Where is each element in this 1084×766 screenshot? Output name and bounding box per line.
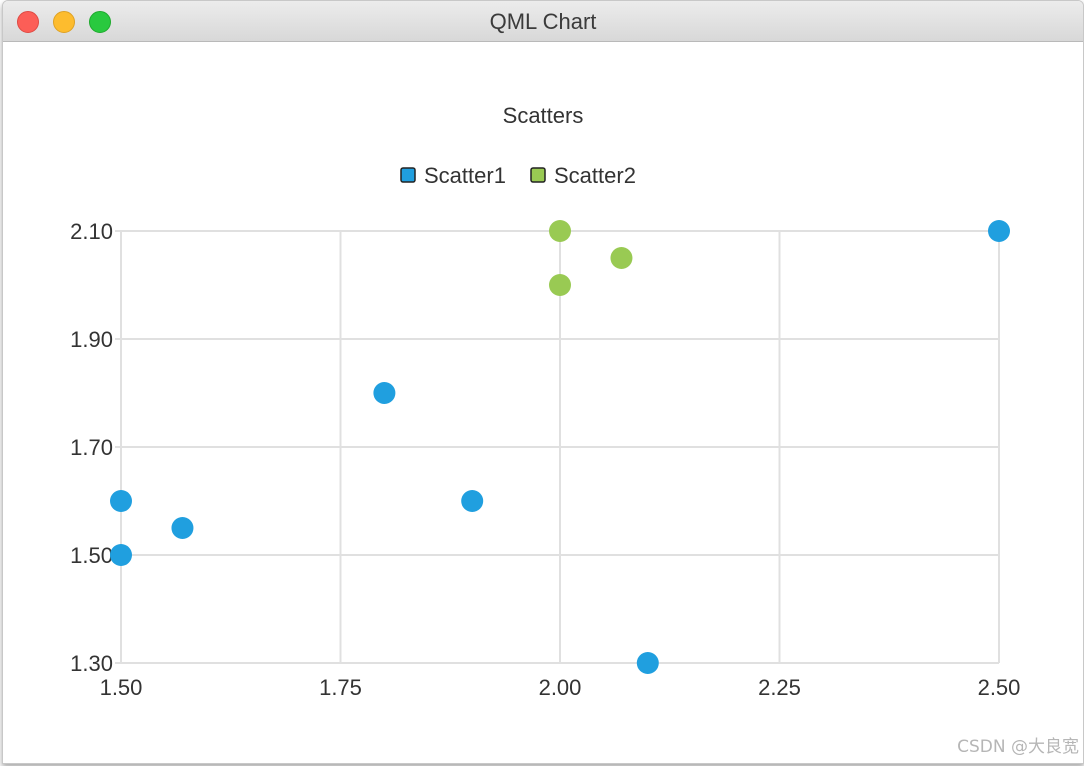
scatter-point-series1 (110, 490, 132, 512)
x-tick-label: 1.50 (100, 675, 143, 700)
zoom-button[interactable] (89, 11, 111, 33)
legend-marker-scatter2 (530, 167, 546, 183)
y-tick-label: 2.10 (70, 219, 113, 244)
close-button[interactable] (17, 11, 39, 33)
minimize-button[interactable] (53, 11, 75, 33)
chart-points (110, 220, 1010, 674)
scatter-point-series2 (549, 220, 571, 242)
y-tick-label: 1.30 (70, 651, 113, 676)
chart-axes: 1.50 1.75 2.00 2.25 2.502.101.901.701.501.30 (70, 219, 1020, 700)
x-tick-label: 1.75 (319, 675, 362, 700)
legend-label-scatter1: Scatter1 (424, 163, 506, 188)
legend-marker-scatter1 (400, 167, 416, 183)
legend-label-scatter2: Scatter2 (554, 163, 636, 188)
scatter-point-series2 (610, 247, 633, 269)
x-tick-label: 2.50 (978, 675, 1021, 700)
scatter-point-series1 (171, 517, 194, 539)
scatter-point-series1 (636, 652, 659, 674)
scatter-point-series2 (549, 274, 571, 296)
y-tick-label: 1.70 (70, 435, 113, 460)
scatter-chart: Scatters Scatter1 Scatter2 1.50 1.75 2.00 2… (70, 103, 1020, 700)
x-tick-label: 2.00 (539, 675, 582, 700)
chart-title: Scatters (503, 103, 584, 128)
x-tick-label: 2.25 (758, 675, 801, 700)
scatter-point-series1 (373, 382, 396, 404)
title-bar[interactable]: QML Chart (3, 1, 1083, 42)
y-tick-label: 1.50 (70, 543, 113, 568)
window-title: QML Chart (489, 9, 597, 34)
y-tick-label: 1.90 (70, 327, 113, 352)
chart-legend: Scatter1 Scatter2 (400, 163, 636, 188)
scatter-point-series1 (461, 490, 484, 512)
watermark: CSDN @大良宽 (957, 737, 1079, 757)
scatter-point-series1 (988, 220, 1010, 242)
chart-grid (115, 230, 1000, 664)
scatter-point-series1 (110, 544, 132, 566)
